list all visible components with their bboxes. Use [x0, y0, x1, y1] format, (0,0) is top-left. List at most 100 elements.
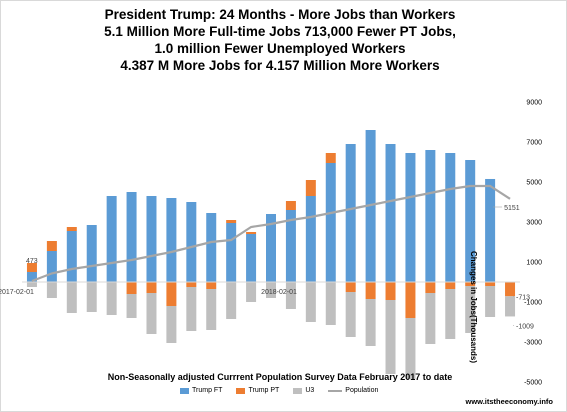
bar-trump-pt-2017-02	[26, 263, 37, 272]
bar-u3-2017-06	[106, 282, 117, 315]
bar-trump-ft-2018-06	[345, 144, 356, 282]
y-tick-label-3000: 3000	[526, 220, 542, 227]
bar-u3-2018-06	[345, 292, 356, 337]
bar-trump-ft-2019-01	[485, 178, 496, 282]
legend-item-u3: U3	[293, 387, 314, 394]
bar-trump-ft-2017-11	[206, 213, 217, 282]
bar-trump-pt-2017-08	[146, 282, 157, 293]
bar-trump-ft-2017-07	[126, 192, 137, 282]
bar-u3-2018-07	[365, 299, 376, 346]
bar-trump-pt-2018-04	[305, 180, 316, 196]
legend-swatch-u3	[293, 387, 303, 394]
bar-u3-2018-05	[325, 282, 336, 325]
title-line-4: 4.387 M More Jobs for 4.157 Million More…	[120, 58, 440, 73]
legend-item-trump-ft: Trump FT	[180, 387, 222, 394]
chart-legend: Trump FT Trump PT U3 Population	[180, 387, 378, 394]
website-label: www.itstheeconomy.info	[465, 397, 553, 406]
chart-subtitle: Non-Seasonally adjusted Currrent Populat…	[107, 372, 453, 382]
bar-u3-2017-09	[166, 306, 177, 343]
y-tick-label-neg5000: -5000	[524, 380, 542, 387]
y-tick-label-neg1000: -1000	[524, 300, 542, 307]
bar-trump-ft-2018-11	[445, 153, 456, 282]
bar-trump-ft-2018-05	[325, 163, 336, 282]
legend-swatch-trump-ft	[180, 387, 189, 394]
legend-item-population: Population	[328, 387, 378, 394]
bar-trump-pt-2018-09	[405, 282, 416, 318]
bar-trump-pt-2018-05	[325, 153, 336, 163]
bar-u3-2017-12	[226, 282, 237, 319]
title-line-3: 1.0 million Fewer Unemployed Workers	[154, 41, 406, 56]
bar-u3-2017-03	[46, 282, 57, 298]
bar-trump-ft-2017-09	[166, 198, 177, 282]
bar-trump-pt-2017-09	[166, 282, 177, 306]
bar-trump-pt-2019-02	[505, 282, 516, 297]
bar-u3-2018-01	[246, 282, 257, 302]
bar-u3-2017-05	[86, 282, 97, 312]
legend-swatch-population	[328, 389, 343, 392]
bar-u3-2018-11	[445, 289, 456, 339]
legend-label-population: Population	[345, 387, 379, 394]
bar-trump-pt-2018-07	[365, 282, 376, 299]
bar-trump-ft-2017-10	[186, 202, 197, 282]
bar-trump-pt-2017-12	[226, 220, 237, 223]
bar-trump-ft-2018-01	[246, 234, 257, 282]
bar-u3-2018-12	[465, 286, 476, 333]
bar-trump-pt-2018-01	[246, 232, 257, 234]
bar-u3-2018-03	[285, 282, 296, 309]
bar-u3-2017-07	[126, 294, 137, 318]
bar-u3-2019-02	[505, 296, 516, 317]
bar-u3-2018-09	[405, 318, 416, 379]
bar-trump-pt-2017-07	[126, 282, 137, 294]
bar-trump-pt-2018-08	[385, 282, 396, 300]
data-label-trump-pt-0: 473	[26, 258, 38, 265]
bar-u3-2017-04	[66, 282, 77, 313]
bar-u3-2018-02	[266, 282, 276, 298]
data-label-trump-pt-24: -713	[516, 294, 530, 301]
y-tick-label-1000: 1000	[526, 260, 542, 267]
legend-item-trump-pt: Trump PT	[236, 387, 279, 394]
y-tick-label-7000: 7000	[526, 140, 542, 147]
y-tick-label-5000: 5000	[526, 180, 542, 187]
bar-u3-2018-08	[385, 300, 396, 374]
bar-trump-pt-2018-03	[285, 201, 296, 210]
bar-trump-pt-2017-04	[66, 227, 77, 231]
legend-swatch-trump-pt	[236, 387, 246, 394]
bar-trump-ft-2017-06	[106, 196, 117, 282]
bar-trump-ft-2017-04	[66, 231, 77, 282]
bar-trump-ft-2017-02	[26, 272, 37, 282]
bar-u3-2017-02	[26, 282, 37, 287]
data-label-trump-ft-23: 5151	[504, 205, 520, 212]
bar-trump-pt-2017-10	[186, 282, 197, 287]
x-tick-label-2018-02-01: 2018-02-01	[261, 289, 297, 296]
title-line-1: President Trump: 24 Months - More Jobs t…	[104, 7, 456, 22]
bar-trump-pt-2018-11	[445, 282, 456, 289]
data-label-u3-24: -1009	[516, 323, 534, 330]
chart-title: President Trump: 24 Months - More Jobs t…	[20, 6, 540, 74]
bar-u3-2019-01	[485, 286, 496, 317]
bar-trump-ft-2017-03	[46, 251, 57, 282]
bar-trump-pt-2018-12	[465, 282, 476, 286]
bar-trump-ft-2018-08	[385, 144, 396, 282]
bar-trump-ft-2018-02	[266, 214, 276, 282]
bar-u3-2018-04	[305, 282, 316, 322]
y-axis-label: Changes in Jobs(Thousands)	[469, 250, 478, 363]
legend-label-u3: U3	[305, 387, 315, 394]
y-tick-label-neg3000: -3000	[524, 340, 542, 347]
legend-label-trump-ft: Trump FT	[192, 387, 223, 394]
bar-trump-ft-2018-10	[425, 150, 436, 282]
bar-trump-pt-2017-03	[46, 241, 57, 251]
legend-label-trump-pt: Trump PT	[248, 387, 280, 394]
bar-u3-2017-10	[186, 287, 197, 331]
bar-trump-pt-2019-01	[485, 282, 496, 286]
bar-trump-ft-2018-03	[285, 210, 296, 282]
bar-trump-ft-2017-08	[146, 196, 157, 282]
line-population	[31, 184, 511, 283]
x-tick-label-2017-02-01: 2017-02-01	[0, 289, 34, 296]
title-line-2: 5.1 Million More Full-time Jobs 713,000 …	[104, 24, 456, 39]
y-tick-label-9000: 9000	[526, 100, 542, 107]
bar-trump-ft-2017-05	[86, 225, 97, 282]
bar-u3-2017-08	[146, 293, 157, 334]
bar-u3-2018-10	[425, 293, 436, 344]
bar-trump-ft-2018-12	[465, 160, 476, 282]
